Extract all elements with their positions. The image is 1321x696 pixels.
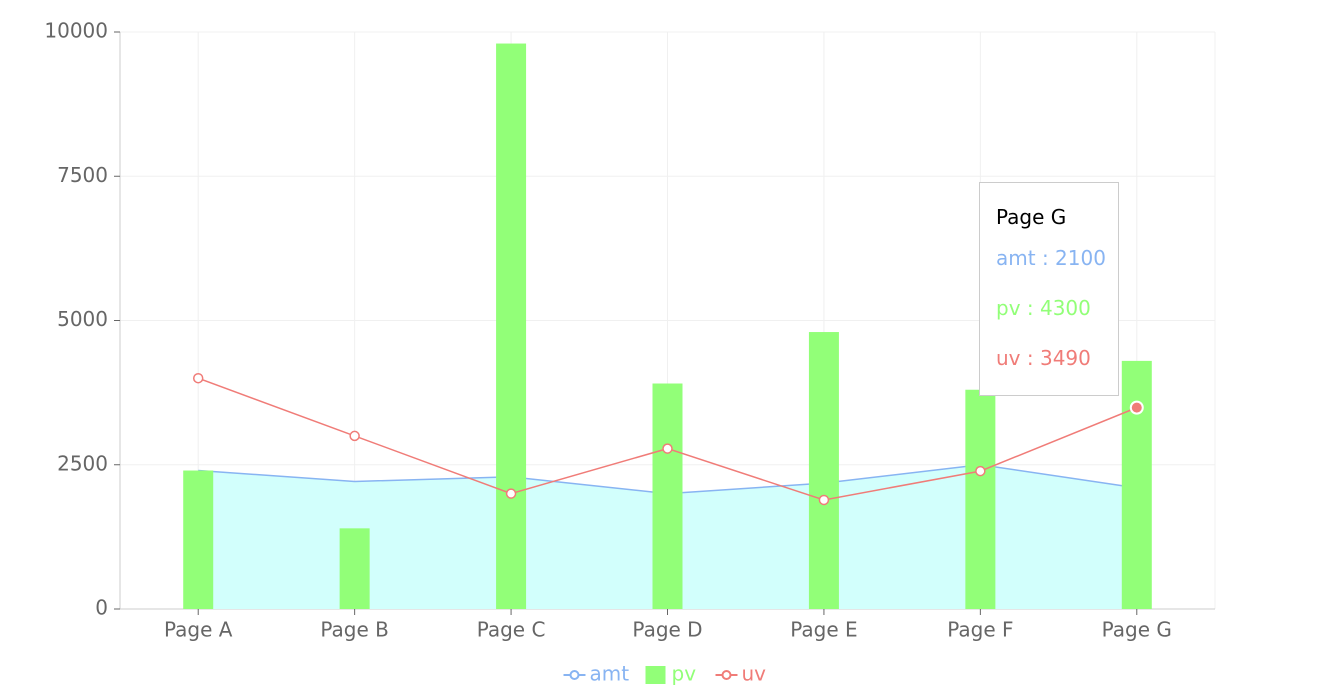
dot [662, 443, 673, 454]
legend-icon [645, 666, 666, 684]
active-dot [1129, 400, 1144, 415]
x-tick-label: Page B [320, 618, 389, 642]
legend-label: pv [672, 662, 697, 686]
tooltip-separator: : [1020, 346, 1040, 370]
bar [965, 389, 996, 609]
tooltip-separator: : [1020, 296, 1040, 320]
y-tick-label: 0 [95, 596, 108, 620]
x-tick-label: Page C [477, 618, 546, 642]
tooltip-title: Page G [996, 205, 1067, 229]
legend-label: uv [742, 662, 767, 686]
bar [652, 383, 683, 609]
tooltip-value: 3490 [1039, 346, 1091, 370]
x-tick-label: Page E [790, 618, 857, 642]
x-tick-label: Page D [632, 618, 702, 642]
bar [808, 332, 839, 609]
legend-label: amt [590, 662, 630, 686]
tooltip-value: 4300 [1039, 296, 1091, 320]
tooltip-separator: : [1035, 246, 1056, 270]
x-tick-label: Page A [164, 618, 233, 642]
bar [496, 43, 527, 610]
dot [349, 430, 360, 442]
tooltip-item: uv : 3490 [996, 343, 1118, 393]
bar [1121, 360, 1152, 609]
y-tick-label: 10000 [44, 19, 108, 43]
bar [339, 528, 370, 609]
legend-icon-dot [721, 670, 732, 680]
dot [818, 494, 830, 506]
tooltip-name: pv [996, 296, 1021, 320]
legend-icon-dot [569, 670, 580, 680]
bar [183, 470, 214, 609]
tooltip-value: 2100 [1055, 246, 1106, 270]
dot [192, 372, 204, 384]
dot [975, 465, 986, 477]
dot [505, 488, 517, 499]
x-tick-label: Page F [947, 618, 1013, 642]
y-tick-label: 2500 [57, 451, 108, 475]
tooltip: Page G amt : 2100 pv : 4300 uv : 3490 [979, 182, 1119, 396]
y-tick-label: 7500 [57, 163, 108, 187]
x-tick-label: Page G [1102, 618, 1172, 642]
y-tick-label: 5000 [57, 307, 108, 331]
tooltip-name: uv [996, 346, 1021, 370]
tooltip-item: amt : 2100 [996, 243, 1118, 293]
tooltip-name: amt [996, 246, 1036, 270]
tooltip-item: pv : 4300 [996, 293, 1118, 343]
